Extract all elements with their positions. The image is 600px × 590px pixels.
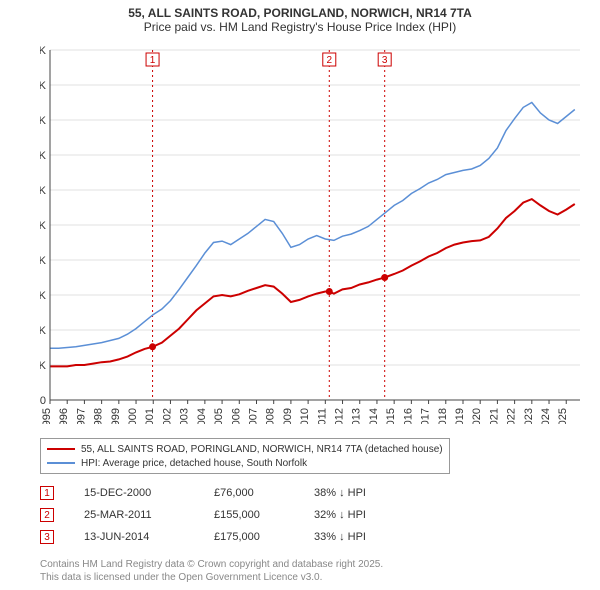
x-axis-label: 2014 (368, 408, 380, 424)
x-axis-label: 2011 (316, 408, 328, 424)
x-axis-label: 1998 (93, 408, 105, 424)
legend-item: HPI: Average price, detached house, Sout… (47, 456, 443, 470)
x-axis-label: 2006 (230, 408, 242, 424)
x-axis-label: 2018 (437, 408, 449, 424)
marker-row: 2 25-MAR-2011 £155,000 32% ↓ HPI (40, 504, 404, 526)
x-axis-label: 2025 (557, 408, 569, 424)
y-axis-label: £450K (40, 80, 47, 92)
x-axis-label: 2022 (506, 408, 518, 424)
x-axis-label: 2010 (299, 408, 311, 424)
x-axis-label: 2004 (196, 408, 208, 424)
marker-price: £155,000 (214, 509, 294, 521)
line-chart-svg: £0 £50K £100K £150K £200K £250K £300K £350K £400… (40, 44, 585, 424)
footer-line-1: Contains HM Land Registry data © Crown c… (40, 558, 383, 571)
y-axis-label: £400K (40, 115, 47, 127)
y-axis-label: £250K (40, 220, 47, 232)
marker-diff: 32% ↓ HPI (314, 509, 404, 521)
x-axis-label: 2017 (420, 408, 432, 424)
x-axis-label: 2012 (334, 408, 346, 424)
x-axis-label: 2001 (144, 408, 156, 424)
marker-date: 15-DEC-2000 (84, 487, 194, 499)
chart-area: £0 £50K £100K £150K £200K £250K £300K £350K £400… (40, 44, 585, 424)
y-axis-label: £0 (40, 395, 46, 407)
event-point-3 (381, 274, 388, 281)
x-axis-label: 2009 (282, 408, 294, 424)
svg-text:1: 1 (150, 55, 156, 66)
x-axis-label: 2013 (351, 408, 363, 424)
x-axis-label: 2020 (471, 408, 483, 424)
svg-text:2: 2 (327, 55, 333, 66)
y-axis-label: £50K (40, 360, 47, 372)
x-axis-label: 2016 (402, 408, 414, 424)
marker-price: £175,000 (214, 531, 294, 543)
x-axis-label: 2000 (127, 408, 139, 424)
marker-table: 1 15-DEC-2000 £76,000 38% ↓ HPI 2 25-MAR-2011… (40, 482, 404, 548)
series-property (50, 199, 575, 366)
marker-badge: 3 (40, 530, 54, 544)
marker-date: 13-JUN-2014 (84, 531, 194, 543)
legend-label: 55, ALL SAINTS ROAD, PORINGLAND, NORWICH… (81, 444, 443, 455)
marker-price: £76,000 (214, 487, 294, 499)
y-axis-label: £350K (40, 150, 47, 162)
y-axis-label: £300K (40, 185, 47, 197)
y-axis-label: £100K (40, 325, 47, 337)
marker-badge: 1 (40, 486, 54, 500)
title-line-2: Price paid vs. HM Land Registry's House … (0, 20, 600, 34)
x-axis-label: 1999 (110, 408, 122, 424)
chart-title: 55, ALL SAINTS ROAD, PORINGLAND, NORWICH… (0, 0, 600, 36)
x-axis-label: 1997 (75, 408, 87, 424)
svg-text:3: 3 (382, 55, 388, 66)
footer-line-2: This data is licensed under the Open Gov… (40, 571, 383, 584)
x-axis-label: 2003 (179, 408, 191, 424)
x-axis-label: 1995 (41, 408, 53, 424)
x-axis-label: 2015 (385, 408, 397, 424)
x-axis-label: 2008 (265, 408, 277, 424)
title-line-1: 55, ALL SAINTS ROAD, PORINGLAND, NORWICH… (0, 6, 600, 20)
marker-diff: 33% ↓ HPI (314, 531, 404, 543)
x-axis-label: 2024 (540, 408, 552, 424)
legend-label: HPI: Average price, detached house, Sout… (81, 458, 307, 469)
footer: Contains HM Land Registry data © Crown c… (40, 558, 383, 584)
x-axis-label: 2021 (488, 408, 500, 424)
event-point-1 (149, 343, 156, 350)
marker-diff: 38% ↓ HPI (314, 487, 404, 499)
y-axis-label: £500K (40, 45, 47, 57)
x-axis-label: 1996 (58, 408, 70, 424)
x-axis-label: 2019 (454, 408, 466, 424)
legend-swatch (47, 448, 75, 450)
legend: 55, ALL SAINTS ROAD, PORINGLAND, NORWICH… (40, 438, 450, 474)
marker-row: 1 15-DEC-2000 £76,000 38% ↓ HPI (40, 482, 404, 504)
event-point-2 (326, 288, 333, 295)
y-axis-label: £200K (40, 255, 47, 267)
legend-item: 55, ALL SAINTS ROAD, PORINGLAND, NORWICH… (47, 442, 443, 456)
x-axis-label: 2005 (213, 408, 225, 424)
x-axis-label: 2023 (523, 408, 535, 424)
y-axis-label: £150K (40, 290, 47, 302)
x-axis-label: 2007 (247, 408, 259, 424)
marker-row: 3 13-JUN-2014 £175,000 33% ↓ HPI (40, 526, 404, 548)
marker-date: 25-MAR-2011 (84, 509, 194, 521)
marker-badge: 2 (40, 508, 54, 522)
legend-swatch (47, 462, 75, 464)
x-axis-label: 2002 (161, 408, 173, 424)
